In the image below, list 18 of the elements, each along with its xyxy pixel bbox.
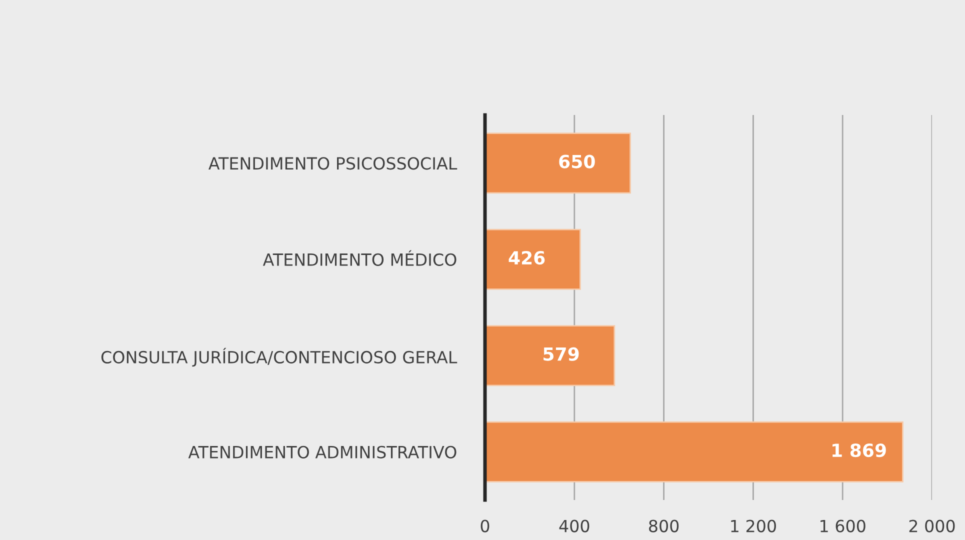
x-tick-label: 2 000	[909, 520, 955, 532]
x-tick-label: 800	[649, 520, 679, 532]
bar	[485, 325, 616, 386]
bar	[485, 228, 581, 290]
x-tick-label: 0	[480, 520, 490, 532]
x-tick-label: 1 600	[820, 520, 866, 532]
y-tick-label: CONSULTA JURÍDICA/CONTENCIOSO GERAL	[101, 348, 458, 367]
y-tick-label: ATENDIMENTO PSICOSSOCIAL	[208, 157, 458, 170]
y-tick-label: ATENDIMENTO ADMINISTRATIVO	[188, 446, 456, 458]
data-label: 1 869	[832, 443, 886, 458]
bar	[485, 132, 631, 194]
y-tick-label: ATENDIMENTO MÉDICO	[262, 250, 456, 266]
data-label: 650	[559, 154, 595, 168]
x-tick-label: 400	[559, 520, 590, 532]
data-label: 579	[544, 347, 579, 361]
data-label: 426	[508, 250, 545, 265]
x-tick-label: 1 200	[731, 520, 776, 532]
bar	[485, 421, 904, 482]
